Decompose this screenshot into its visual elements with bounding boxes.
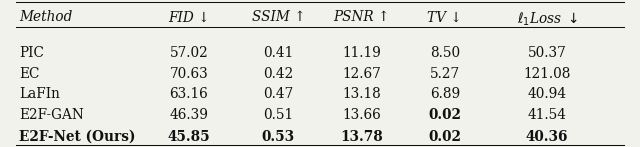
Text: 63.16: 63.16 — [170, 87, 208, 101]
Text: 0.53: 0.53 — [262, 130, 295, 144]
Text: 11.19: 11.19 — [342, 46, 381, 60]
Text: PSNR ↑: PSNR ↑ — [333, 10, 390, 24]
Text: 8.50: 8.50 — [429, 46, 460, 60]
Text: 45.85: 45.85 — [168, 130, 210, 144]
Text: 0.02: 0.02 — [428, 130, 461, 144]
Text: 40.94: 40.94 — [527, 87, 567, 101]
Text: E2F-Net (Ours): E2F-Net (Ours) — [19, 130, 136, 144]
Text: 12.67: 12.67 — [342, 67, 381, 81]
Text: EC: EC — [19, 67, 40, 81]
Text: 6.89: 6.89 — [429, 87, 460, 101]
Text: 13.18: 13.18 — [342, 87, 381, 101]
Text: Method: Method — [19, 10, 72, 24]
Text: 0.47: 0.47 — [263, 87, 294, 101]
Text: 13.78: 13.78 — [340, 130, 383, 144]
Text: 0.02: 0.02 — [428, 108, 461, 122]
Text: 50.37: 50.37 — [528, 46, 566, 60]
Text: LaFIn: LaFIn — [19, 87, 60, 101]
Text: 0.51: 0.51 — [263, 108, 294, 122]
Text: 5.27: 5.27 — [429, 67, 460, 81]
Text: TV ↓: TV ↓ — [428, 10, 462, 24]
Text: 46.39: 46.39 — [170, 108, 208, 122]
Text: FID ↓: FID ↓ — [168, 10, 209, 24]
Text: E2F-GAN: E2F-GAN — [19, 108, 84, 122]
Text: 41.54: 41.54 — [528, 108, 566, 122]
Text: 0.42: 0.42 — [263, 67, 294, 81]
Text: 0.41: 0.41 — [263, 46, 294, 60]
Text: 40.36: 40.36 — [526, 130, 568, 144]
Text: 121.08: 121.08 — [524, 67, 571, 81]
Text: 57.02: 57.02 — [170, 46, 208, 60]
Text: $\ell_1$Loss $\downarrow$: $\ell_1$Loss $\downarrow$ — [516, 10, 578, 28]
Text: SSIM ↑: SSIM ↑ — [252, 10, 305, 24]
Text: 70.63: 70.63 — [170, 67, 208, 81]
Text: PIC: PIC — [19, 46, 44, 60]
Text: 13.66: 13.66 — [342, 108, 381, 122]
